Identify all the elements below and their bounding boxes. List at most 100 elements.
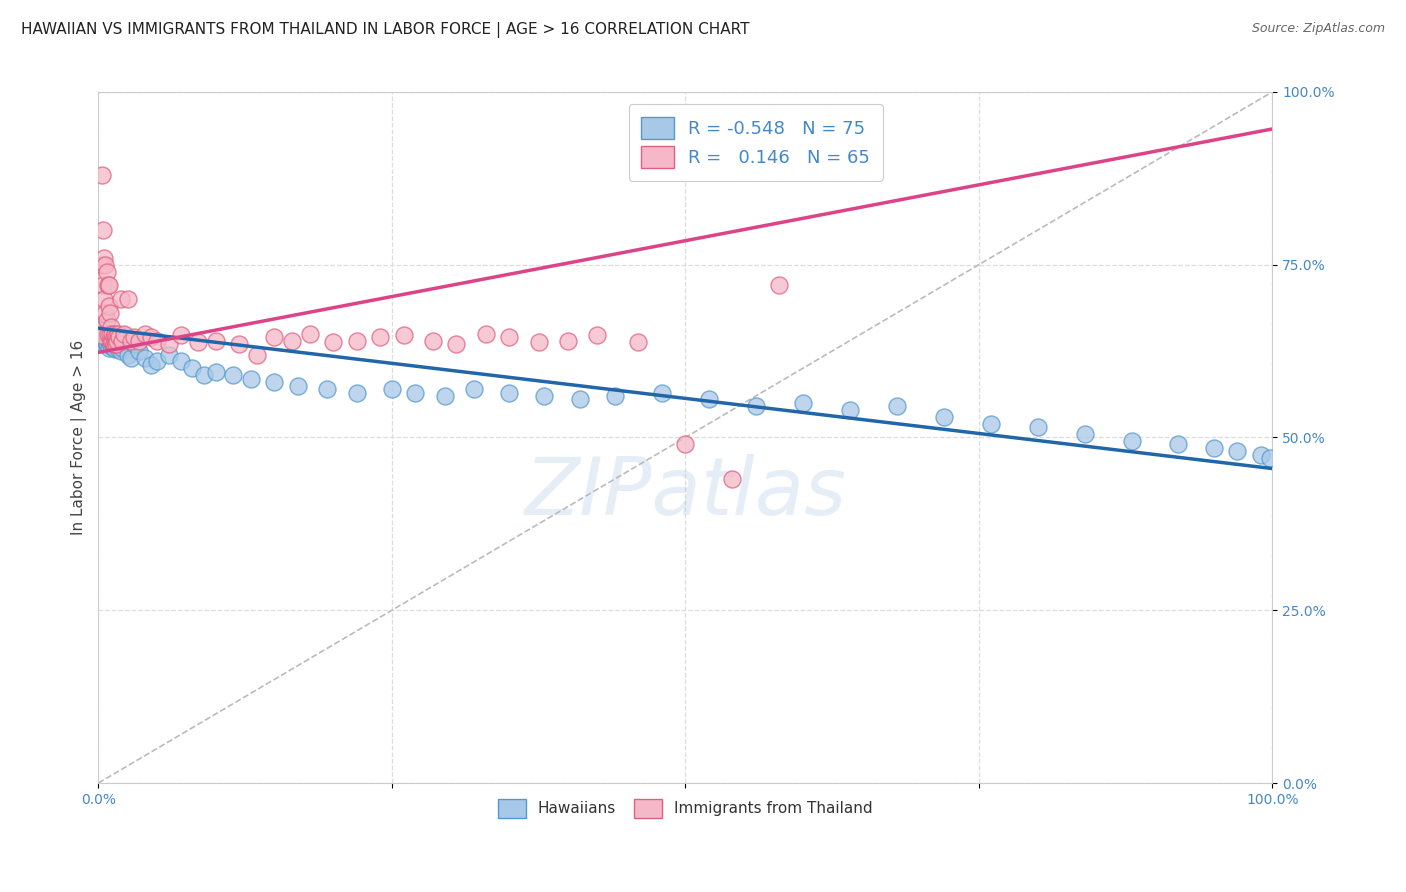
Point <box>1026 420 1049 434</box>
Point <box>93 292 115 306</box>
Point <box>91 278 114 293</box>
Point <box>98 326 121 341</box>
Point <box>97 326 120 341</box>
Point <box>96 337 118 351</box>
Point <box>204 365 226 379</box>
Point <box>128 344 150 359</box>
Point <box>104 338 127 352</box>
Point <box>263 375 285 389</box>
Point <box>101 334 124 348</box>
Point <box>117 292 139 306</box>
Point <box>104 337 127 351</box>
Point <box>96 313 118 327</box>
Point <box>90 168 112 182</box>
Point <box>475 326 498 341</box>
Point <box>533 389 555 403</box>
Point <box>1202 441 1225 455</box>
Point <box>96 330 118 344</box>
Text: ZIPatlas: ZIPatlas <box>524 454 846 532</box>
Point <box>322 334 344 349</box>
Point <box>122 337 145 351</box>
Point <box>97 299 120 313</box>
Point <box>97 326 120 341</box>
Point <box>90 319 112 334</box>
Point <box>281 334 304 348</box>
Point <box>1258 451 1281 466</box>
Point <box>94 258 117 272</box>
Point <box>287 378 309 392</box>
Point <box>1167 437 1189 451</box>
Point <box>110 344 132 359</box>
Point <box>181 361 204 376</box>
Point <box>93 330 115 344</box>
Point <box>146 354 169 368</box>
Point <box>157 347 180 361</box>
Y-axis label: In Labor Force | Age > 16: In Labor Force | Age > 16 <box>72 340 87 535</box>
Point <box>404 385 426 400</box>
Point <box>108 330 131 344</box>
Point <box>381 382 404 396</box>
Point <box>721 472 744 486</box>
Point <box>603 389 626 403</box>
Point <box>107 342 129 356</box>
Point <box>111 341 134 355</box>
Point <box>392 328 415 343</box>
Point <box>1121 434 1143 448</box>
Point <box>697 392 720 407</box>
Point <box>246 347 269 361</box>
Point <box>157 337 180 351</box>
Point <box>193 368 215 383</box>
Point <box>446 337 468 351</box>
Point <box>141 358 163 372</box>
Point <box>222 368 245 383</box>
Point <box>93 337 115 351</box>
Point <box>103 341 125 355</box>
Point <box>169 328 191 343</box>
Point <box>141 330 163 344</box>
Point <box>838 402 860 417</box>
Point <box>97 278 120 293</box>
Point <box>103 330 125 344</box>
Point <box>673 437 696 451</box>
Point <box>100 332 122 346</box>
Point <box>93 251 115 265</box>
Point <box>120 334 142 348</box>
Point <box>111 334 134 348</box>
Point <box>96 264 118 278</box>
Point <box>128 334 150 348</box>
Point <box>527 334 550 349</box>
Point <box>498 330 520 344</box>
Point <box>117 347 139 361</box>
Point <box>97 330 120 344</box>
Point <box>110 292 132 306</box>
Point <box>91 223 114 237</box>
Point <box>89 323 111 337</box>
Point <box>240 372 263 386</box>
Point <box>568 392 591 407</box>
Point <box>101 329 124 343</box>
Point <box>104 330 127 344</box>
Point <box>368 330 391 344</box>
Point <box>120 351 142 365</box>
Point <box>557 334 579 348</box>
Point <box>94 334 117 348</box>
Point <box>134 351 156 365</box>
Point <box>104 332 127 346</box>
Point <box>263 330 285 344</box>
Point <box>651 385 673 400</box>
Point <box>98 328 121 343</box>
Point <box>433 389 456 403</box>
Point <box>91 326 114 341</box>
Point <box>105 334 128 348</box>
Point <box>298 326 321 341</box>
Point <box>204 334 226 348</box>
Point <box>112 326 135 341</box>
Text: Source: ZipAtlas.com: Source: ZipAtlas.com <box>1251 22 1385 36</box>
Point <box>90 258 112 272</box>
Point <box>94 306 117 320</box>
Point <box>98 334 121 349</box>
Point <box>104 342 127 356</box>
Point <box>101 326 124 341</box>
Point <box>90 334 112 348</box>
Point <box>169 354 191 368</box>
